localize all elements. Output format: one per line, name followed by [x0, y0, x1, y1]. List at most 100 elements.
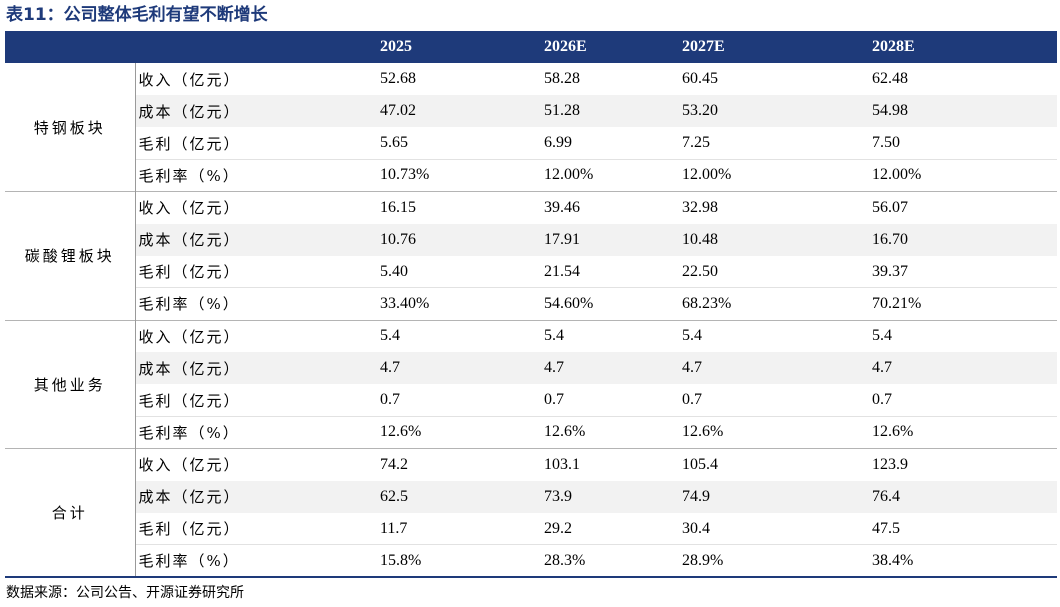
value-cell: 5.4	[380, 327, 400, 345]
value-cell: 4.7	[869, 352, 1057, 385]
value-cell: 0.7	[869, 384, 1057, 417]
segment-group-lithium-carbonate: 碳酸锂板块 收入（亿元） 16.15 39.46 32.98 56.07 成本（…	[5, 191, 1057, 320]
value-cell: 12.00%	[872, 166, 922, 184]
value-cell: 123.9	[872, 455, 908, 473]
segment-group-other-business: 其他业务 收入（亿元） 5.4 5.4 5.4 5.4 成本（亿元） 4.7 4…	[5, 320, 1057, 449]
metric-label: 毛利率（%）	[138, 423, 240, 442]
value-cell: 58.28	[544, 70, 580, 88]
gross-profit-table: 2025 2026E 2027E 2028E 特钢板块 收入（亿元） 52.68…	[5, 31, 1057, 578]
table-row: 毛利（亿元） 0.7 0.7 0.7 0.7	[5, 384, 1057, 417]
value-cell: 28.9%	[682, 551, 724, 569]
table-row: 成本（亿元） 62.5 73.9 74.9 76.4	[5, 480, 1057, 513]
value-cell: 5.40	[377, 255, 541, 289]
table-title: 表11：公司整体毛利有望不断增长	[6, 5, 268, 25]
value-cell: 54.60%	[544, 294, 594, 312]
header-year-2026e: 2026E	[541, 31, 679, 63]
segment-label: 碳酸锂板块	[5, 191, 136, 320]
metric-label: 毛利（亿元）	[135, 512, 377, 546]
metric-label: 毛利率（%）	[138, 295, 240, 314]
header-year-2025: 2025	[377, 31, 541, 63]
value-cell: 53.20	[679, 95, 869, 128]
metric-label: 成本（亿元）	[135, 95, 377, 128]
value-cell: 7.25	[679, 127, 869, 160]
table-row: 成本（亿元） 4.7 4.7 4.7 4.7	[5, 352, 1057, 385]
metric-label: 毛利（亿元）	[135, 255, 377, 289]
value-cell: 76.4	[869, 480, 1057, 513]
value-cell: 68.23%	[682, 294, 732, 312]
value-cell: 32.98	[682, 198, 718, 216]
table-row: 成本（亿元） 47.02 51.28 53.20 54.98	[5, 95, 1057, 128]
table-row: 毛利率（%） 15.8% 28.3% 28.9% 38.4%	[5, 545, 1057, 577]
value-cell: 4.7	[679, 352, 869, 385]
metric-label: 毛利（亿元）	[135, 384, 377, 417]
value-cell: 29.2	[541, 512, 679, 546]
value-cell: 5.4	[682, 327, 702, 345]
value-cell: 16.15	[380, 198, 416, 216]
value-cell: 0.7	[541, 384, 679, 417]
value-cell: 30.4	[679, 512, 869, 546]
source-note: 数据来源：公司公告、开源证券研究所	[6, 585, 244, 601]
value-cell: 10.73%	[380, 166, 430, 184]
metric-label: 收入（亿元）	[138, 327, 241, 346]
table-row: 碳酸锂板块 收入（亿元） 16.15 39.46 32.98 56.07	[5, 191, 1057, 320]
value-cell: 62.5	[377, 480, 541, 513]
value-cell: 56.07	[872, 198, 908, 216]
value-cell: 15.8%	[380, 551, 422, 569]
value-cell: 70.21%	[872, 294, 922, 312]
value-cell: 17.91	[541, 223, 679, 256]
segment-group-total: 合计 收入（亿元） 74.2 103.1 105.4 123.9 成本（亿元） …	[5, 448, 1057, 577]
value-cell: 28.3%	[544, 551, 586, 569]
value-cell: 21.54	[541, 255, 679, 289]
table-row: 其他业务 收入（亿元） 5.4 5.4 5.4 5.4	[5, 320, 1057, 449]
value-cell: 6.99	[541, 127, 679, 160]
value-cell: 16.70	[869, 223, 1057, 256]
value-cell: 5.4	[544, 327, 564, 345]
table-row: 毛利率（%） 33.40% 54.60% 68.23% 70.21%	[5, 288, 1057, 320]
value-cell: 22.50	[679, 255, 869, 289]
metric-label: 成本（亿元）	[135, 223, 377, 256]
segment-group-special-steel: 特钢板块 收入（亿元） 52.68 58.28 60.45 62.48 成本（亿…	[5, 63, 1057, 192]
value-cell: 47.02	[377, 95, 541, 128]
value-cell: 12.6%	[682, 423, 724, 441]
value-cell: 39.37	[869, 255, 1057, 289]
metric-label: 收入（亿元）	[138, 456, 241, 475]
metric-label: 毛利率（%）	[138, 166, 240, 185]
value-cell: 12.00%	[544, 166, 594, 184]
table-row: 成本（亿元） 10.76 17.91 10.48 16.70	[5, 223, 1057, 256]
value-cell: 0.7	[679, 384, 869, 417]
value-cell: 51.28	[541, 95, 679, 128]
table-row: 合计 收入（亿元） 74.2 103.1 105.4 123.9	[5, 448, 1057, 577]
table-row: 毛利（亿元） 5.40 21.54 22.50 39.37	[5, 255, 1057, 289]
value-cell: 4.7	[541, 352, 679, 385]
value-cell: 12.00%	[682, 166, 732, 184]
value-cell: 10.76	[377, 223, 541, 256]
table-row: 毛利率（%） 10.73% 12.00% 12.00% 12.00%	[5, 159, 1057, 191]
value-cell: 10.48	[679, 223, 869, 256]
value-cell: 105.4	[682, 455, 718, 473]
metric-label: 成本（亿元）	[135, 352, 377, 385]
value-cell: 39.46	[544, 198, 580, 216]
table-row: 毛利率（%） 12.6% 12.6% 12.6% 12.6%	[5, 416, 1057, 448]
header-year-2028e: 2028E	[869, 31, 1057, 63]
segment-label: 其他业务	[5, 320, 136, 449]
value-cell: 74.2	[380, 455, 408, 473]
value-cell: 4.7	[377, 352, 541, 385]
value-cell: 60.45	[682, 70, 718, 88]
value-cell: 33.40%	[380, 294, 430, 312]
value-cell: 52.68	[380, 70, 416, 88]
segment-label: 特钢板块	[5, 63, 136, 192]
metric-label: 毛利（亿元）	[135, 127, 377, 160]
value-cell: 54.98	[869, 95, 1057, 128]
value-cell: 73.9	[541, 480, 679, 513]
metric-label: 收入（亿元）	[138, 199, 241, 218]
table-row: 特钢板块 收入（亿元） 52.68 58.28 60.45 62.48	[5, 63, 1057, 192]
header-year-2027e: 2027E	[679, 31, 869, 63]
table-row: 毛利（亿元） 5.65 6.99 7.25 7.50	[5, 127, 1057, 160]
value-cell: 62.48	[872, 70, 908, 88]
value-cell: 7.50	[869, 127, 1057, 160]
value-cell: 47.5	[869, 512, 1057, 546]
value-cell: 12.6%	[380, 423, 422, 441]
metric-label: 毛利率（%）	[138, 552, 240, 571]
value-cell: 12.6%	[872, 423, 914, 441]
metric-label: 成本（亿元）	[135, 480, 377, 513]
